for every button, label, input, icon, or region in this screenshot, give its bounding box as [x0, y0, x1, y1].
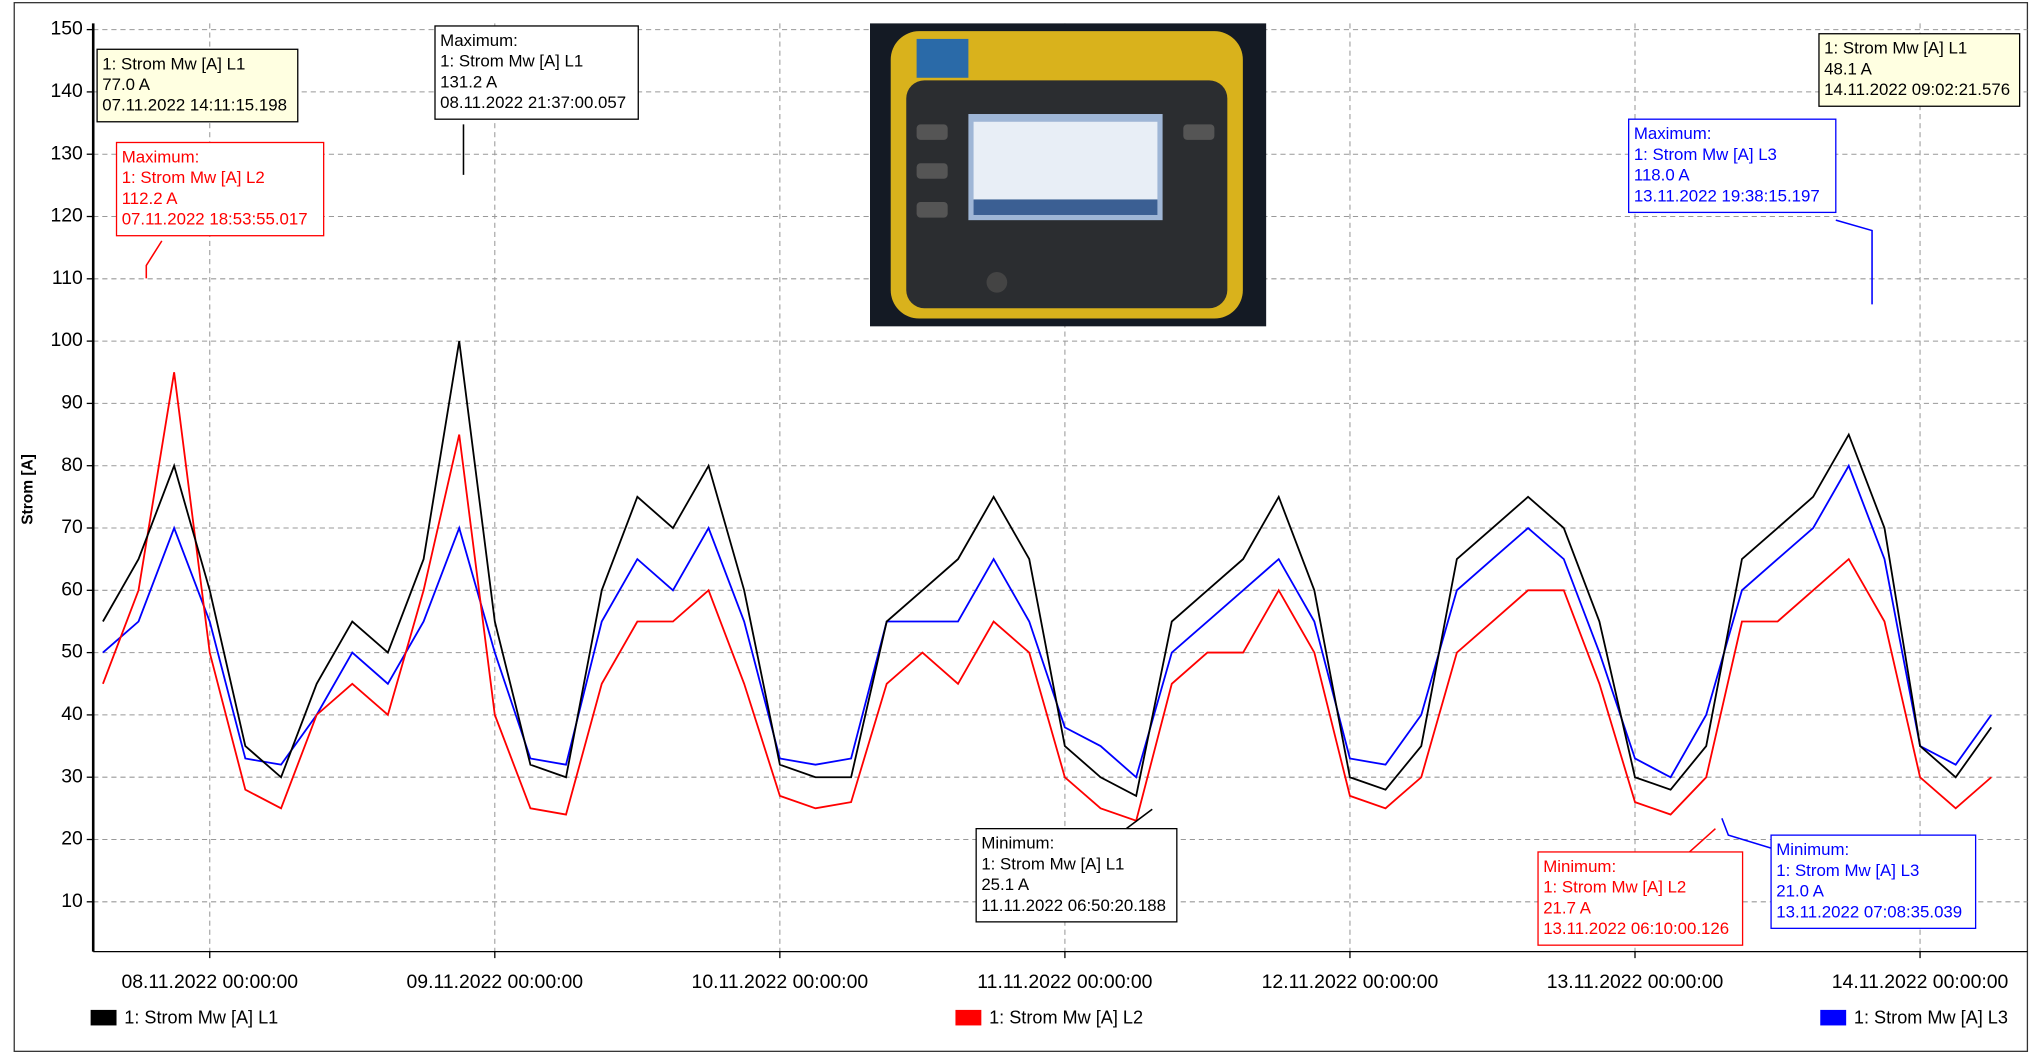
annotation-box: [975, 828, 1178, 923]
y-tick-label: 20: [61, 828, 83, 850]
x-tick-label: 10.11.2022 00:00:00: [692, 971, 869, 993]
annotation-pointer: [1688, 828, 1716, 853]
annotation-text: Maximum:: [440, 31, 518, 50]
y-tick-label: 140: [50, 80, 83, 102]
x-tick-label: 08.11.2022 00:00:00: [121, 971, 298, 993]
annotation-text: 48.1 A: [1824, 59, 1872, 78]
legend-label: 1: Strom Mw [A] L2: [989, 1008, 1143, 1028]
legend-label: 1: Strom Mw [A] L1: [124, 1008, 278, 1028]
y-tick-label: 70: [61, 516, 83, 538]
annotation-text: 13.11.2022 06:10:00.126: [1543, 919, 1729, 938]
x-tick-label: 12.11.2022 00:00:00: [1262, 971, 1439, 993]
y-tick-label: 80: [61, 454, 83, 476]
annotation-box: [434, 25, 639, 120]
annotation-text: 11.11.2022 06:50:20.188: [981, 896, 1166, 915]
annotation-text: 1: Strom Mw [A] L3: [1634, 145, 1777, 164]
annotation-text: 1: Strom Mw [A] L1: [440, 52, 583, 71]
y-tick-label: 130: [50, 142, 83, 164]
annotation-text: 131.2 A: [440, 72, 498, 91]
y-tick-label: 40: [61, 703, 83, 725]
annotation-text: 1: Strom Mw [A] L2: [122, 168, 265, 187]
y-tick-label: 120: [50, 205, 83, 227]
x-tick-label: 11.11.2022 00:00:00: [977, 971, 1152, 993]
annotation-text: 13.11.2022 07:08:35.039: [1776, 902, 1962, 921]
annotation-text: 1: Strom Mw [A] L1: [981, 854, 1124, 873]
annotation-text: 77.0 A: [102, 75, 150, 94]
legend-swatch: [90, 1009, 117, 1026]
x-tick-label: 14.11.2022 00:00:00: [1832, 971, 2009, 993]
annotation-text: 21.7 A: [1543, 898, 1591, 917]
x-tick-label: 13.11.2022 00:00:00: [1547, 971, 1724, 993]
annotation-text: 1: Strom Mw [A] L2: [1543, 878, 1686, 897]
annotation-box: [96, 48, 299, 123]
annotation-text: 08.11.2022 21:37:00.057: [440, 93, 626, 112]
y-tick-label: 100: [50, 329, 83, 351]
annotation-text: 13.11.2022 19:38:15.197: [1634, 186, 1820, 205]
y-axis-label: Strom [A]: [20, 454, 37, 525]
annotation-box: [1628, 118, 1837, 214]
y-tick-label: 90: [61, 392, 83, 414]
annotation-text: Minimum:: [1776, 840, 1849, 859]
frame: [13, 2, 2029, 1052]
legend-swatch: [1820, 1009, 1847, 1026]
x-tick-label: 09.11.2022 00:00:00: [406, 971, 583, 993]
annotation-box: [115, 141, 325, 237]
annotation-text: Minimum:: [981, 834, 1054, 853]
annotation-text: 14.11.2022 09:02:21.576: [1824, 80, 2010, 99]
annotation-pointer: [1125, 808, 1153, 830]
annotation-text: 21.0 A: [1776, 882, 1824, 901]
annotation-text: 1: Strom Mw [A] L1: [102, 54, 245, 73]
device-photo: [870, 23, 1267, 327]
annotation-pointer: [1835, 219, 1873, 305]
series-line: [102, 340, 1993, 798]
annotation-pointer: [1721, 818, 1772, 849]
annotation-text: Minimum:: [1543, 857, 1616, 876]
annotation-text: 25.1 A: [981, 875, 1029, 894]
y-tick-label: 30: [61, 765, 83, 787]
legend-swatch: [955, 1009, 982, 1026]
annotation-text: Maximum:: [1634, 124, 1712, 143]
series-line: [102, 372, 1992, 822]
y-tick-label: 10: [61, 890, 83, 912]
y-tick-label: 110: [52, 267, 83, 289]
annotation-box: [1537, 851, 1744, 946]
y-tick-label: 50: [61, 641, 83, 663]
annotation-text: 112.2 A: [122, 189, 179, 208]
annotation-text: 1: Strom Mw [A] L1: [1824, 39, 1967, 58]
annotation-box: [1818, 33, 2021, 107]
series-line: [102, 463, 1993, 779]
legend-label: 1: Strom Mw [A] L3: [1854, 1008, 2008, 1028]
annotation-text: 07.11.2022 14:11:15.198: [102, 96, 287, 115]
annotation-pointer: [145, 240, 163, 279]
annotation-text: Maximum:: [122, 147, 200, 166]
annotation-text: 118.0 A: [1634, 166, 1691, 185]
y-tick-label: 150: [50, 18, 83, 40]
y-tick-label: 60: [61, 578, 83, 600]
annotation-box: [1770, 834, 1977, 929]
annotation-text: 07.11.2022 18:53:55.017: [122, 210, 308, 229]
annotation-text: 1: Strom Mw [A] L3: [1776, 861, 1919, 880]
